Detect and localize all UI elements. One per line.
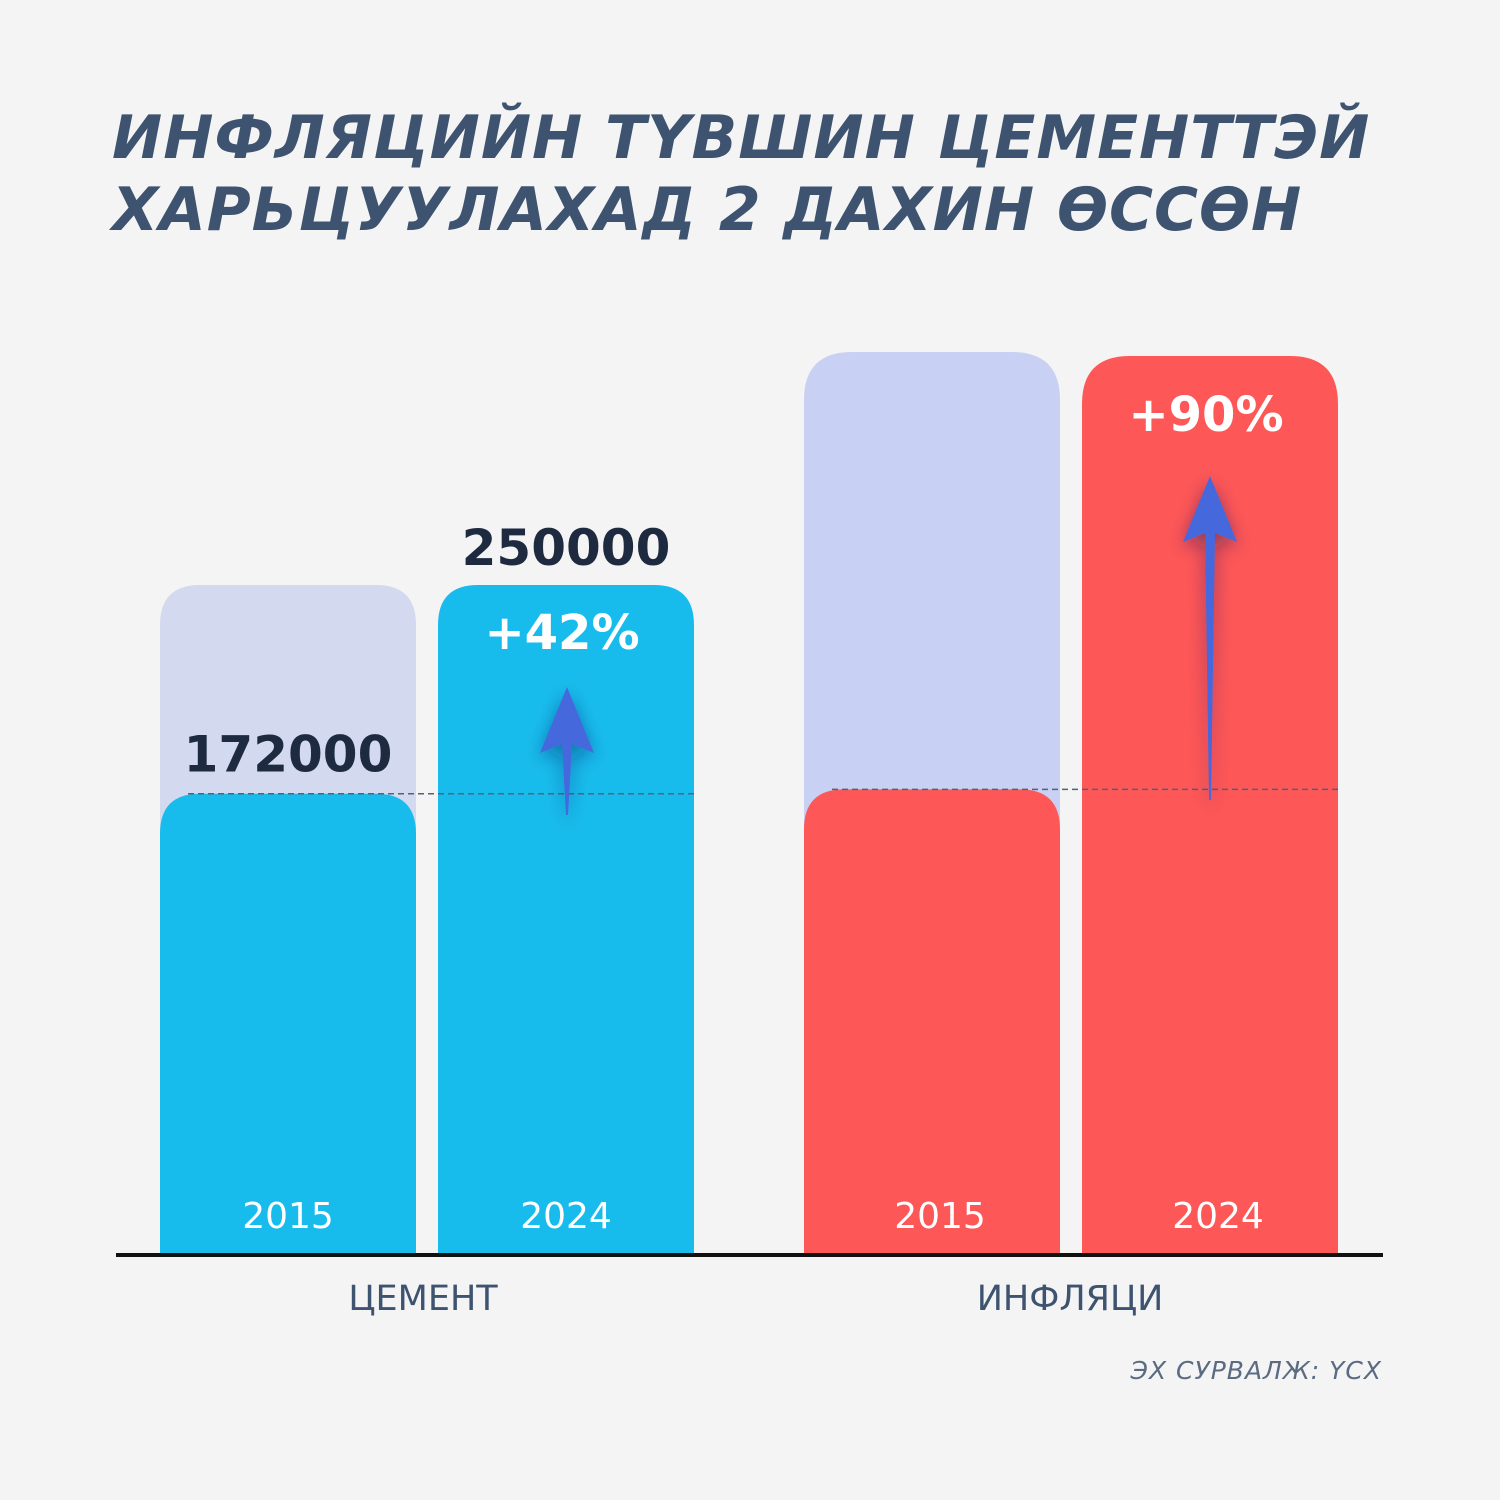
chart-title: ИНФЛЯЦИЙН ТҮВШИН ЦЕМЕНТТЭЙ ХАРЬЦУУЛАХАД … xyxy=(112,102,1412,246)
title-line-2: ХАРЬЦУУЛАХАД 2 ДАХИН ӨССӨН xyxy=(112,175,1303,245)
cement-2015-year-label: 2015 xyxy=(242,1196,334,1237)
cement-up-arrow-icon xyxy=(540,687,594,815)
cement-2015-bar xyxy=(160,793,416,1254)
cement-2024-bar xyxy=(438,585,694,1254)
inflation-2024-year-label: 2024 xyxy=(1172,1196,1264,1237)
inflation-2015-year-label: 2015 xyxy=(894,1196,986,1237)
cement-2015-value-label: 172000 xyxy=(184,726,393,784)
category-label-inflation: ИНФЛЯЦИ xyxy=(977,1279,1164,1319)
cement-2024-year-label: 2024 xyxy=(520,1196,612,1237)
inflation-2015-bar xyxy=(804,789,1060,1254)
category-label-cement: ЦЕМЕНТ xyxy=(348,1279,498,1319)
source-note: ЭХ СУРВАЛЖ: ҮСХ xyxy=(1130,1356,1382,1385)
cement-2024-value-label: 250000 xyxy=(462,519,671,577)
inflation-up-arrow-icon xyxy=(1183,476,1237,800)
title-line-1: ИНФЛЯЦИЙН ТҮВШИН ЦЕМЕНТТЭЙ xyxy=(112,103,1371,173)
cement-change-label: +42% xyxy=(484,605,639,661)
inflation-2024-bar xyxy=(1082,356,1338,1254)
inflation-change-label: +90% xyxy=(1128,387,1283,443)
